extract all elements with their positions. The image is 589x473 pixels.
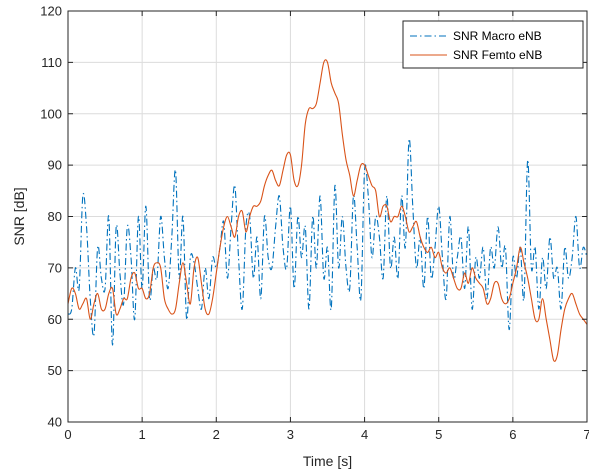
x-tick-label: 5 <box>435 427 442 442</box>
x-tick-label: 2 <box>213 427 220 442</box>
y-tick-label: 40 <box>48 415 62 430</box>
y-tick-label: 50 <box>48 363 62 378</box>
series-line-femto <box>67 59 588 362</box>
x-tick-label: 1 <box>139 427 146 442</box>
y-tick-label: 100 <box>40 106 62 121</box>
x-tick-label: 7 <box>583 427 589 442</box>
y-tick-label: 90 <box>48 158 62 173</box>
y-tick-label: 60 <box>48 312 62 327</box>
y-axis-title: SNR [dB] <box>11 187 27 245</box>
x-tick-label: 0 <box>64 427 71 442</box>
x-tick-label: 4 <box>361 427 368 442</box>
y-tick-label: 70 <box>48 260 62 275</box>
series-line-macro <box>67 138 588 346</box>
y-tick-label: 80 <box>48 209 62 224</box>
legend: SNR Macro eNB SNR Femto eNB <box>402 20 584 69</box>
axis-ticks: 0 1 2 3 4 5 6 7 40 50 60 70 80 90 100 110 120 <box>40 4 589 443</box>
legend-label-macro: SNR Macro eNB <box>453 29 542 43</box>
y-tick-label: 120 <box>40 4 62 19</box>
y-tick-label: 110 <box>41 55 62 70</box>
legend-label-femto: SNR Femto eNB <box>453 48 542 62</box>
x-tick-label: 6 <box>509 427 516 442</box>
x-axis-title: Time [s] <box>303 453 352 469</box>
legend-box <box>402 20 584 69</box>
series-group <box>67 59 588 362</box>
x-tick-label: 3 <box>287 427 294 442</box>
